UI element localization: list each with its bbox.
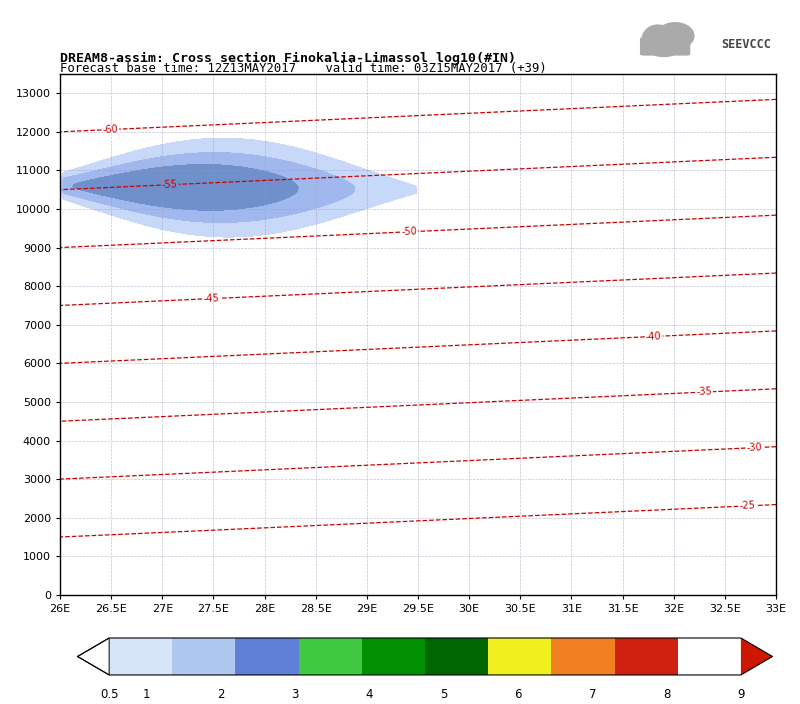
- Ellipse shape: [646, 37, 681, 56]
- Text: 1: 1: [142, 689, 150, 701]
- Text: DREAM8-assim: Cross section Finokalia-Limassol log10(#IN): DREAM8-assim: Cross section Finokalia-Li…: [60, 51, 516, 65]
- Polygon shape: [362, 638, 425, 675]
- Text: 3: 3: [291, 689, 298, 701]
- Text: -35: -35: [696, 386, 712, 398]
- Text: 5: 5: [440, 689, 447, 701]
- Text: 8: 8: [663, 689, 670, 701]
- Text: 6: 6: [514, 689, 522, 701]
- Polygon shape: [551, 638, 614, 675]
- Polygon shape: [172, 638, 235, 675]
- Text: -25: -25: [739, 501, 755, 511]
- Polygon shape: [78, 638, 109, 675]
- Polygon shape: [741, 638, 773, 675]
- Text: 0.5: 0.5: [100, 689, 118, 701]
- Text: SEEVCCC: SEEVCCC: [722, 39, 771, 51]
- Polygon shape: [488, 638, 551, 675]
- Text: -40: -40: [646, 331, 662, 342]
- Polygon shape: [235, 638, 298, 675]
- Text: 7: 7: [589, 689, 596, 701]
- Polygon shape: [109, 638, 172, 675]
- Polygon shape: [425, 638, 488, 675]
- Text: -45: -45: [203, 294, 219, 304]
- Ellipse shape: [642, 25, 674, 54]
- Text: -55: -55: [162, 180, 178, 190]
- Text: -30: -30: [746, 442, 762, 453]
- Text: -60: -60: [102, 124, 118, 135]
- Ellipse shape: [657, 23, 694, 49]
- Text: -65: -65: [307, 57, 324, 68]
- Text: 4: 4: [366, 689, 373, 701]
- Text: -50: -50: [401, 227, 417, 237]
- Polygon shape: [298, 638, 362, 675]
- Text: 9: 9: [737, 689, 745, 701]
- Polygon shape: [614, 638, 678, 675]
- Text: Forecast base time: 12Z13MAY2017    valid time: 03Z15MAY2017 (+39): Forecast base time: 12Z13MAY2017 valid t…: [60, 63, 546, 75]
- FancyBboxPatch shape: [641, 38, 690, 55]
- Text: 2: 2: [217, 689, 224, 701]
